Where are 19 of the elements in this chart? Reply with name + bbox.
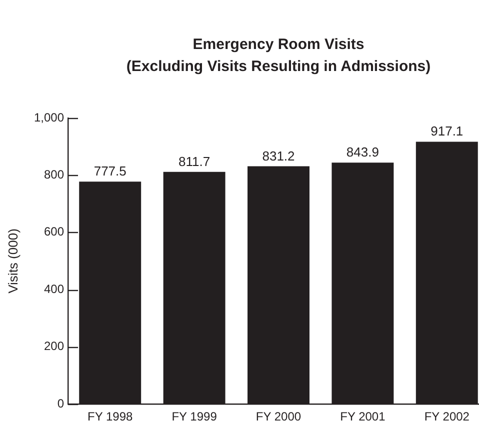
data-label: 917.1 — [430, 124, 464, 139]
y-tick-label: 600 — [44, 224, 64, 239]
y-tick-label: 200 — [44, 339, 64, 354]
y-tick-label: 1,000 — [34, 110, 64, 124]
chart-title: Emergency Room Visits — [192, 36, 364, 54]
chart-subtitle: (Excluding Visits Resulting in Admissions) — [126, 58, 431, 76]
x-tick-label: FY 2002 — [424, 410, 470, 424]
x-tick-label: FY 2000 — [256, 410, 302, 424]
y-tick-label: 400 — [44, 282, 64, 296]
x-tick-label: FY 1999 — [172, 410, 218, 424]
x-tick-label: FY 2001 — [340, 410, 386, 424]
y-tick-label: 0 — [57, 396, 64, 410]
data-label: 843.9 — [346, 144, 379, 160]
data-label: 831.2 — [262, 148, 295, 164]
y-tick-label: 800 — [44, 168, 64, 182]
y-axis-title: Visits (000) — [5, 228, 20, 294]
x-tick-label: FY 1998 — [88, 410, 133, 424]
data-label: 777.5 — [94, 164, 126, 179]
data-label: 811.7 — [178, 154, 210, 169]
